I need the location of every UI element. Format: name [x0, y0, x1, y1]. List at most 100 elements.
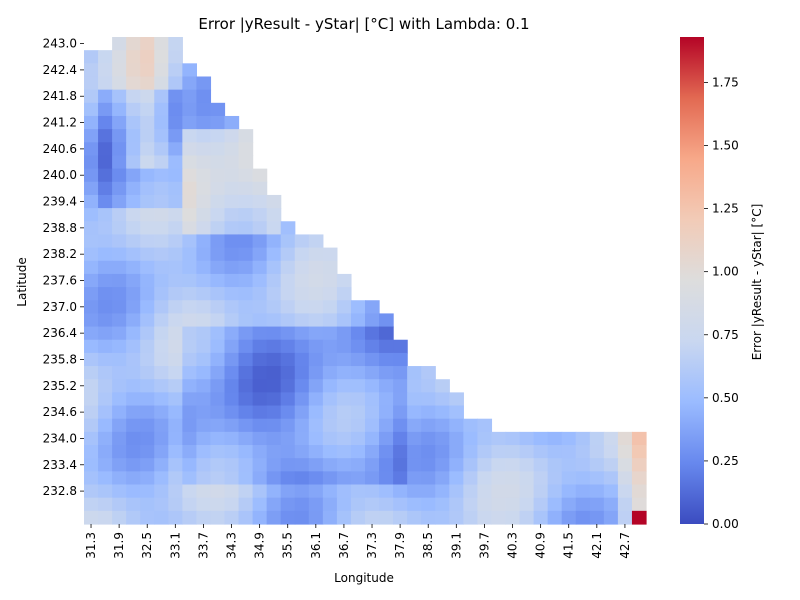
heatmap-cell — [322, 339, 338, 354]
heatmap-cell — [196, 326, 212, 341]
heatmap-cell — [421, 484, 436, 499]
heatmap-cell — [112, 260, 127, 275]
heatmap-cell — [238, 339, 254, 354]
heatmap-cell — [393, 431, 408, 446]
heatmap-cell — [140, 418, 155, 433]
y-axis-title: Latitude — [15, 257, 29, 306]
heatmap-cell — [140, 50, 155, 64]
heatmap-cell — [435, 458, 450, 472]
heatmap-cell — [238, 379, 254, 393]
heatmap-cell — [98, 115, 113, 130]
heatmap-cell — [112, 37, 127, 51]
heatmap-cell — [435, 392, 450, 407]
heatmap-cell — [168, 63, 183, 78]
heatmap-cell — [140, 129, 155, 143]
heatmap-cell — [84, 484, 99, 499]
heatmap-cell — [140, 339, 155, 354]
heatmap-cell — [98, 273, 113, 288]
heatmap-cell — [210, 326, 226, 341]
y-tick-label: 241.2 — [43, 116, 77, 130]
y-tick-label: 235.8 — [43, 352, 77, 366]
heatmap-cell — [154, 115, 169, 130]
heatmap-cell — [280, 379, 296, 393]
x-tick-label: 31.9 — [112, 532, 126, 559]
heatmap-cell — [589, 497, 605, 512]
heatmap-cell — [575, 471, 591, 486]
heatmap-cell — [238, 418, 254, 433]
heatmap-cell — [154, 194, 169, 209]
heatmap-cell — [393, 458, 408, 472]
heatmap-cell — [308, 234, 324, 249]
heatmap-cell — [617, 484, 633, 499]
heatmap-cell — [252, 208, 268, 222]
heatmap-cell — [491, 484, 507, 499]
heatmap-cell — [210, 471, 226, 486]
heatmap-cell — [210, 352, 226, 367]
heatmap-cell — [421, 431, 436, 446]
heatmap-cell — [196, 392, 212, 407]
heatmap-cell — [126, 339, 141, 354]
heatmap-cell — [154, 155, 169, 170]
heatmap-cell — [126, 76, 141, 91]
y-tick-label: 233.4 — [43, 458, 77, 472]
heatmap-cell — [252, 287, 268, 301]
y-tick-label: 240.6 — [43, 142, 77, 156]
heatmap-cell — [603, 510, 619, 525]
heatmap-cell — [379, 379, 394, 393]
heatmap-cell — [561, 431, 577, 446]
heatmap-cell — [168, 89, 183, 104]
heatmap-cell — [182, 129, 197, 143]
heatmap-cell — [168, 273, 183, 288]
heatmap-cell — [266, 510, 282, 525]
heatmap-cell — [210, 221, 226, 236]
heatmap-cell — [308, 497, 324, 512]
heatmap-cell — [449, 431, 464, 446]
heatmap-cell — [154, 352, 169, 367]
heatmap-cell — [196, 234, 212, 249]
heatmap-cell — [617, 431, 633, 446]
heatmap-cell — [210, 287, 226, 301]
heatmap-cell — [491, 458, 507, 472]
heatmap-cell — [322, 445, 338, 459]
heatmap-cell — [196, 484, 212, 499]
heatmap-cell — [168, 484, 183, 499]
heatmap-cell — [140, 379, 155, 393]
heatmap-cell — [140, 63, 155, 78]
heatmap-cell — [84, 405, 99, 420]
heatmap-cell — [589, 445, 605, 459]
heatmap-cell — [336, 497, 352, 512]
heatmap-cell — [182, 287, 197, 301]
heatmap-cell — [98, 76, 113, 91]
y-tick-label: 243.0 — [43, 37, 77, 51]
heatmap-cell — [365, 366, 380, 380]
heatmap-cell — [575, 445, 591, 459]
heatmap-cell — [280, 313, 296, 328]
heatmap-cell — [308, 510, 324, 525]
heatmap-cell — [266, 471, 282, 486]
heatmap-cell — [182, 366, 197, 380]
heatmap-cell — [336, 379, 352, 393]
heatmap-cell — [280, 471, 296, 486]
heatmap-cell — [280, 339, 296, 354]
heatmap-cell — [238, 497, 254, 512]
heatmap-cell — [350, 379, 366, 393]
heatmap-cell — [224, 339, 240, 354]
heatmap-cell — [126, 352, 141, 367]
heatmap-cell — [449, 445, 464, 459]
heatmap-cell — [126, 234, 141, 249]
heatmap-cell — [238, 471, 254, 486]
heatmap-cell — [182, 221, 197, 236]
heatmap-cell — [252, 168, 268, 183]
heatmap-cell — [407, 445, 422, 459]
heatmap-cell — [379, 326, 394, 341]
heatmap-cell — [365, 379, 380, 393]
heatmap-cell — [336, 405, 352, 420]
heatmap-cell — [168, 326, 183, 341]
heatmap-cell — [154, 102, 169, 117]
heatmap-cell — [308, 260, 324, 275]
heatmap-cell — [168, 102, 183, 117]
heatmap-cell — [154, 510, 169, 525]
heatmap-cell — [154, 300, 169, 314]
heatmap-cell — [393, 352, 408, 367]
